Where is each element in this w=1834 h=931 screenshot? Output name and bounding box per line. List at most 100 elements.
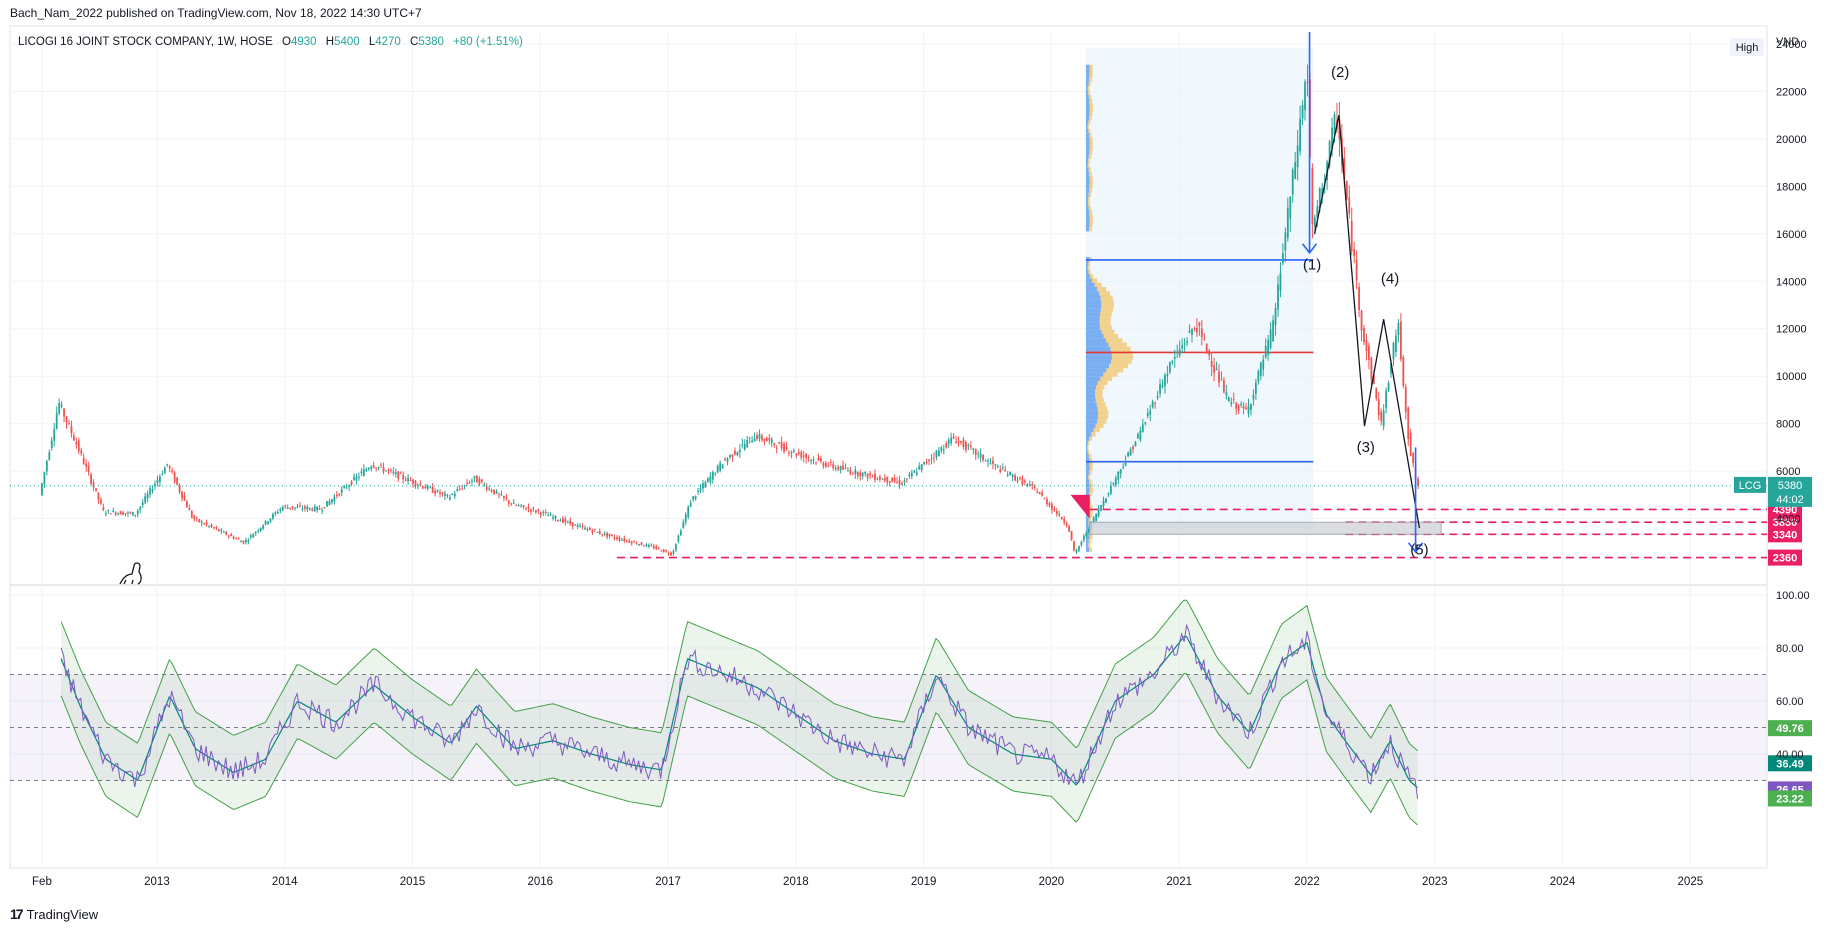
volume-profile-bar: [1089, 227, 1092, 232]
candle-body: [485, 486, 488, 490]
candle-body: [994, 464, 997, 466]
candle-body: [965, 442, 967, 451]
candle-body: [1132, 446, 1134, 450]
candle-body: [1085, 532, 1088, 536]
candle-body: [402, 474, 405, 480]
rsi-ma-line: [60, 635, 1418, 789]
candle-body: [323, 507, 326, 509]
candle-body: [360, 471, 363, 474]
volume-profile-bar: [1095, 393, 1103, 399]
candle-body: [945, 443, 948, 448]
candle-body: [473, 476, 476, 479]
candle-body: [1363, 327, 1365, 343]
candle-body: [394, 472, 397, 475]
candle-body: [1001, 467, 1004, 469]
candle-body: [635, 543, 638, 545]
candle-body: [377, 466, 380, 468]
candle-body: [254, 531, 257, 534]
volume-profile-bar: [1085, 338, 1107, 343]
candle-body: [419, 483, 422, 486]
candle-body: [350, 481, 353, 485]
candle-body: [63, 408, 65, 417]
candle-body: [1188, 330, 1191, 333]
candle-body: [58, 403, 61, 414]
candle-body: [554, 516, 557, 519]
candle-body: [112, 510, 115, 512]
candle-body: [731, 454, 734, 458]
price-tick-label: 14000: [1776, 276, 1807, 288]
candle-body: [1122, 466, 1125, 468]
candle-body: [468, 482, 471, 484]
time-tick-label: 2025: [1678, 876, 1704, 888]
candle-body: [1036, 491, 1039, 493]
candle-body: [655, 546, 658, 549]
candle-body: [154, 483, 156, 487]
candle-body: [1299, 118, 1302, 152]
volume-profile-bar: [1085, 218, 1090, 223]
level-badge-label: 4390: [1773, 504, 1797, 516]
footer-brand[interactable]: 17 TradingView: [10, 906, 98, 922]
time-tick-label: 2015: [400, 876, 426, 888]
candle-body: [227, 535, 230, 537]
candle-body: [43, 472, 46, 484]
candle-body: [765, 437, 768, 442]
candle-body: [1151, 401, 1154, 408]
candle-body: [1282, 253, 1284, 263]
candle-body: [925, 462, 928, 464]
candle-body: [761, 435, 763, 441]
price-tick-label: 24000: [1776, 39, 1807, 51]
candle-body: [240, 541, 242, 543]
candle-body: [456, 489, 459, 492]
candle-body: [778, 442, 781, 444]
level-badge: [1768, 526, 1802, 543]
candle-body: [82, 457, 85, 465]
candle-body: [645, 544, 648, 546]
volume-profile-bar: [1088, 453, 1092, 458]
candle-body: [190, 511, 193, 518]
candle-body: [1223, 380, 1225, 393]
candle-body: [984, 460, 987, 462]
volume-profile-bar: [1111, 359, 1132, 364]
candle-body: [1156, 396, 1159, 398]
candle-body: [213, 527, 215, 529]
candle-body: [694, 495, 697, 500]
volume-profile-bar: [1089, 504, 1093, 510]
candle-body: [785, 446, 788, 450]
candle-body: [220, 530, 223, 532]
time-tick-label: 2023: [1422, 876, 1448, 888]
volume-profile-bar: [1085, 449, 1088, 454]
candle-body: [989, 463, 992, 465]
rsi-bollinger-fill: [61, 600, 1418, 825]
candle-body: [65, 416, 68, 423]
volume-profile-bar: [1103, 372, 1118, 377]
candle-body: [232, 536, 235, 539]
candle-body: [338, 493, 341, 496]
candle-body: [299, 505, 301, 507]
candle-body: [1296, 145, 1299, 168]
candle-body: [957, 441, 960, 443]
candle-body: [743, 444, 746, 450]
rsi-value-badge: [1768, 755, 1812, 772]
high-button[interactable]: High: [1730, 38, 1764, 56]
candle-body: [937, 450, 940, 457]
candle-body: [291, 506, 294, 509]
candle-body: [274, 512, 277, 514]
candle-body: [257, 530, 260, 532]
volume-profile-bar: [1085, 526, 1090, 531]
elliott-wave-line: [1314, 114, 1421, 529]
candle-body: [950, 437, 953, 443]
candle-body: [1235, 403, 1238, 409]
volume-profile-bar: [1085, 214, 1090, 219]
candle-body: [527, 507, 530, 509]
footer-brand-label: TradingView: [26, 906, 99, 922]
candle-body: [517, 505, 520, 507]
price-tick-label: 8000: [1776, 419, 1800, 431]
price-tick-label: 4000: [1776, 514, 1800, 526]
candle-body: [358, 476, 360, 478]
candle-body: [851, 473, 854, 475]
candle-body: [284, 505, 287, 507]
volume-profile-bar: [1089, 457, 1092, 463]
volume-profile-bar: [1092, 278, 1098, 283]
candle-body: [670, 552, 672, 556]
